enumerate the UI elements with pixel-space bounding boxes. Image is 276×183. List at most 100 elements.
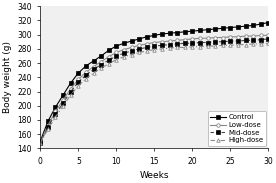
High-dose <box>191 46 194 48</box>
High-dose <box>62 105 65 107</box>
Control <box>183 31 186 33</box>
High-dose <box>244 44 247 46</box>
High-dose <box>229 44 232 46</box>
Mid-dose <box>221 41 224 43</box>
Line: High-dose: High-dose <box>39 42 270 145</box>
Low-dose <box>92 66 95 68</box>
High-dose <box>69 94 72 96</box>
Low-dose <box>191 38 194 40</box>
Mid-dose <box>236 40 240 42</box>
Low-dose <box>46 124 50 127</box>
Low-dose <box>176 39 179 42</box>
Control <box>122 42 126 44</box>
Line: Control: Control <box>39 21 270 143</box>
Low-dose <box>221 36 224 39</box>
Mid-dose <box>153 45 156 47</box>
Low-dose <box>130 46 133 48</box>
High-dose <box>213 45 217 47</box>
Mid-dose <box>62 102 65 104</box>
Low-dose <box>213 36 217 39</box>
Mid-dose <box>191 42 194 44</box>
Mid-dose <box>251 39 255 42</box>
Control <box>153 34 156 36</box>
Control <box>251 24 255 27</box>
Y-axis label: Body weight (g): Body weight (g) <box>3 41 12 113</box>
Control <box>267 22 270 24</box>
Low-dose <box>267 34 270 36</box>
Control <box>145 36 148 38</box>
Control <box>221 27 224 29</box>
Low-dose <box>99 61 103 63</box>
Control <box>107 49 110 51</box>
Control <box>229 27 232 29</box>
High-dose <box>153 48 156 51</box>
Mid-dose <box>115 55 118 57</box>
Low-dose <box>77 78 80 81</box>
Low-dose <box>206 37 209 39</box>
Control <box>130 40 133 42</box>
Control <box>191 30 194 32</box>
High-dose <box>259 43 262 45</box>
High-dose <box>107 63 110 65</box>
Mid-dose <box>77 81 80 83</box>
Mid-dose <box>137 48 141 50</box>
Mid-dose <box>229 40 232 42</box>
Low-dose <box>153 41 156 44</box>
High-dose <box>46 128 50 130</box>
Control <box>84 65 87 67</box>
Mid-dose <box>213 41 217 43</box>
Low-dose <box>62 99 65 101</box>
High-dose <box>77 85 80 87</box>
Control <box>115 45 118 47</box>
Control <box>168 32 171 34</box>
Mid-dose <box>69 90 72 93</box>
High-dose <box>160 48 164 50</box>
X-axis label: Weeks: Weeks <box>140 171 169 180</box>
Mid-dose <box>99 64 103 66</box>
High-dose <box>92 72 95 74</box>
Control <box>259 23 262 25</box>
Low-dose <box>160 41 164 43</box>
Control <box>77 72 80 74</box>
Low-dose <box>251 35 255 37</box>
Low-dose <box>198 37 201 39</box>
Low-dose <box>122 48 126 51</box>
Mid-dose <box>54 113 57 115</box>
Mid-dose <box>84 74 87 76</box>
Mid-dose <box>198 41 201 44</box>
Low-dose <box>137 44 141 46</box>
Mid-dose <box>122 52 126 54</box>
High-dose <box>176 46 179 48</box>
High-dose <box>122 56 126 58</box>
Mid-dose <box>206 41 209 44</box>
Low-dose <box>115 51 118 54</box>
Mid-dose <box>176 43 179 45</box>
Low-dose <box>69 88 72 90</box>
Low-dose <box>183 39 186 41</box>
High-dose <box>130 53 133 56</box>
High-dose <box>39 142 42 144</box>
Control <box>46 120 50 122</box>
Line: Low-dose: Low-dose <box>39 34 270 144</box>
Low-dose <box>168 40 171 42</box>
Low-dose <box>84 71 87 73</box>
Control <box>99 55 103 57</box>
Low-dose <box>107 56 110 58</box>
Low-dose <box>229 36 232 38</box>
High-dose <box>267 42 270 44</box>
Low-dose <box>39 142 42 144</box>
Mid-dose <box>92 68 95 71</box>
Control <box>213 28 217 30</box>
Control <box>176 31 179 34</box>
Mid-dose <box>259 39 262 41</box>
Control <box>92 60 95 62</box>
High-dose <box>198 46 201 48</box>
Control <box>160 33 164 35</box>
Legend: Control, Low-dose, Mid-dose, High-dose: Control, Low-dose, Mid-dose, High-dose <box>208 111 266 146</box>
High-dose <box>145 50 148 52</box>
Low-dose <box>236 36 240 38</box>
Low-dose <box>259 34 262 36</box>
Low-dose <box>145 43 148 45</box>
Control <box>39 140 42 142</box>
High-dose <box>99 67 103 69</box>
